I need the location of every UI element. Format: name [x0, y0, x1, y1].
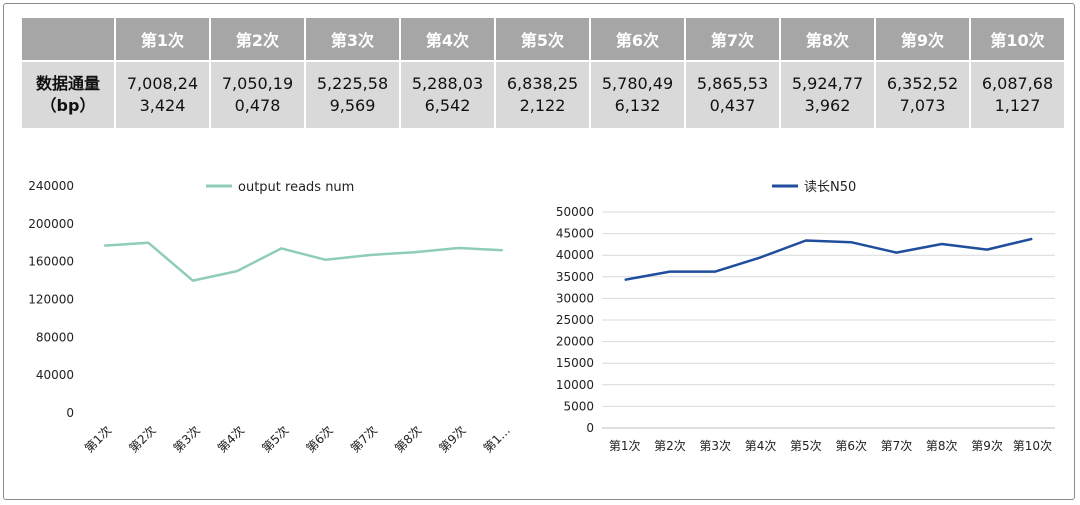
- row-label-line2: （bp）: [40, 96, 96, 115]
- cell-line1: 6,838,25: [506, 74, 579, 93]
- column-header: 第7次: [686, 18, 779, 60]
- y-tick-label: 40000: [556, 248, 594, 262]
- series-line: [104, 241, 503, 282]
- y-tick-label: 0: [586, 421, 594, 435]
- cell-line2: 6,132: [614, 96, 661, 115]
- n50-chart-svg: 读长N50 0 5000 10000 15000 20000 25000 30000 35000…: [556, 180, 1055, 453]
- x-tick-label: 第2次: [126, 423, 158, 455]
- cell-line2: 1,127: [994, 96, 1041, 115]
- y-tick-label: 240000: [28, 179, 74, 193]
- table-cell: 5,865,53 0,437: [686, 62, 779, 128]
- cell-line2: 0,478: [234, 96, 281, 115]
- cell-line1: 6,087,68: [981, 74, 1054, 93]
- x-tick-label: 第7次: [348, 423, 380, 455]
- y-tick-label: 35000: [556, 270, 594, 284]
- x-tick-label: 第10次: [1013, 439, 1052, 453]
- cell-line1: 6,352,52: [886, 74, 959, 93]
- reads-chart: output reads num 0 40000 80000 120000 160000 2…: [20, 170, 535, 490]
- y-tick-label: 80000: [36, 330, 74, 344]
- x-tick-label: 第5次: [790, 439, 822, 453]
- x-tick-label: 第1…: [481, 423, 513, 455]
- row-label-line1: 数据通量: [35, 74, 100, 93]
- table-row: 数据通量 （bp） 7,008,24 3,424 7,050,19 0,478 5,…: [22, 62, 1064, 128]
- table-header-row: 第1次 第2次 第3次 第4次 第5次 第6次 第7次 第8次 第9次 第10次: [22, 18, 1064, 60]
- legend-label: 读长N50: [804, 180, 856, 195]
- x-tick-label: 第1次: [609, 439, 641, 453]
- cell-line2: 7,073: [899, 96, 946, 115]
- y-tick-label: 25000: [556, 313, 594, 327]
- table-cell: 6,087,68 1,127: [971, 62, 1064, 128]
- cell-line2: 3,962: [804, 96, 851, 115]
- column-header: 第3次: [306, 18, 399, 60]
- table-corner-cell: [22, 18, 114, 60]
- x-tick-label: 第4次: [215, 423, 247, 455]
- cell-line2: 0,437: [709, 96, 756, 115]
- x-tick-label: 第8次: [392, 423, 424, 455]
- table-cell: 7,050,19 0,478: [211, 62, 304, 128]
- cell-line1: 5,288,03: [411, 74, 484, 93]
- chart-legend: 读长N50: [772, 180, 856, 195]
- y-tick-label: 15000: [556, 356, 594, 370]
- y-tick-label: 20000: [556, 335, 594, 349]
- column-header: 第8次: [781, 18, 874, 60]
- y-tick-label: 40000: [36, 368, 74, 382]
- x-tick-label: 第9次: [436, 423, 468, 455]
- x-tick-label: 第5次: [259, 423, 291, 455]
- x-tick-label: 第3次: [699, 439, 731, 453]
- column-header: 第1次: [116, 18, 209, 60]
- column-header: 第2次: [211, 18, 304, 60]
- y-tick-label: 0: [66, 406, 74, 420]
- column-header: 第9次: [876, 18, 969, 60]
- n50-chart: 读长N50 0 5000 10000 15000 20000 25000 30000 35000…: [540, 170, 1065, 490]
- series-line: [624, 237, 1033, 282]
- x-tick-label: 第9次: [971, 439, 1003, 453]
- x-tick-label: 第1次: [82, 423, 114, 455]
- cell-line2: 9,569: [329, 96, 376, 115]
- chart-legend: output reads num: [206, 180, 354, 195]
- cell-line2: 2,122: [519, 96, 566, 115]
- cell-line1: 5,924,77: [791, 74, 864, 93]
- cell-line1: 5,865,53: [696, 74, 769, 93]
- y-tick-label: 120000: [28, 293, 74, 307]
- table-cell: 6,352,52 7,073: [876, 62, 969, 128]
- column-header: 第10次: [971, 18, 1064, 60]
- y-tick-label: 30000: [556, 291, 594, 305]
- y-tick-label: 200000: [28, 217, 74, 231]
- cell-line2: 3,424: [139, 96, 186, 115]
- row-label: 数据通量 （bp）: [22, 62, 114, 128]
- column-header: 第6次: [591, 18, 684, 60]
- table-cell: 5,780,49 6,132: [591, 62, 684, 128]
- cell-line1: 5,225,58: [316, 74, 389, 93]
- column-header: 第4次: [401, 18, 494, 60]
- y-tick-label: 45000: [556, 227, 594, 241]
- y-tick-label: 5000: [563, 399, 594, 413]
- x-tick-label: 第6次: [303, 423, 335, 455]
- table-cell: 6,838,25 2,122: [496, 62, 589, 128]
- throughput-table: 第1次 第2次 第3次 第4次 第5次 第6次 第7次 第8次 第9次 第10次…: [20, 16, 1066, 130]
- cell-line2: 6,542: [424, 96, 471, 115]
- x-tick-label: 第2次: [654, 439, 686, 453]
- column-header: 第5次: [496, 18, 589, 60]
- y-tick-label: 160000: [28, 255, 74, 269]
- cell-line1: 7,008,24: [126, 74, 199, 93]
- cell-line1: 7,050,19: [221, 74, 294, 93]
- table-cell: 7,008,24 3,424: [116, 62, 209, 128]
- table-cell: 5,225,58 9,569: [306, 62, 399, 128]
- y-tick-label: 10000: [556, 378, 594, 392]
- table-cell: 5,288,03 6,542: [401, 62, 494, 128]
- y-tick-label: 50000: [556, 205, 594, 219]
- x-tick-label: 第6次: [835, 439, 867, 453]
- x-tick-label: 第8次: [926, 439, 958, 453]
- table-cell: 5,924,77 3,962: [781, 62, 874, 128]
- x-tick-label: 第7次: [881, 439, 913, 453]
- reads-chart-svg: output reads num 0 40000 80000 120000 160000 2…: [28, 179, 513, 455]
- x-tick-label: 第3次: [171, 423, 203, 455]
- legend-label: output reads num: [238, 180, 354, 195]
- cell-line1: 5,780,49: [601, 74, 674, 93]
- x-tick-label: 第4次: [745, 439, 777, 453]
